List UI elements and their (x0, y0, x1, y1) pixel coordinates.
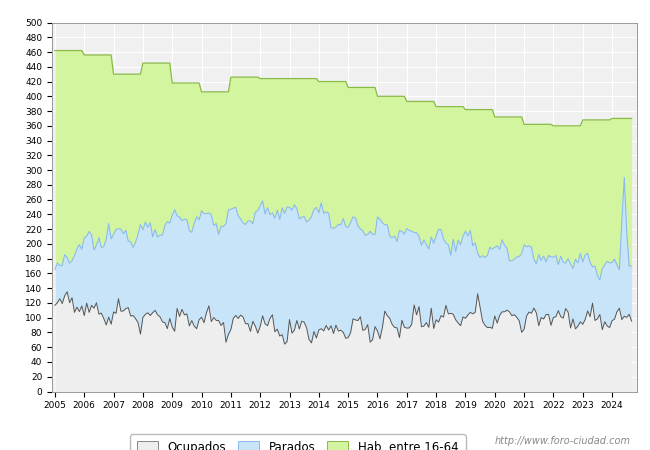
Text: Férez - Evolucion de la poblacion en edad de Trabajar Septiembre de 2024: Férez - Evolucion de la poblacion en eda… (77, 12, 573, 25)
Legend: Ocupados, Parados, Hab. entre 16-64: Ocupados, Parados, Hab. entre 16-64 (130, 434, 465, 450)
Text: http://www.foro-ciudad.com: http://www.foro-ciudad.com (495, 436, 630, 446)
